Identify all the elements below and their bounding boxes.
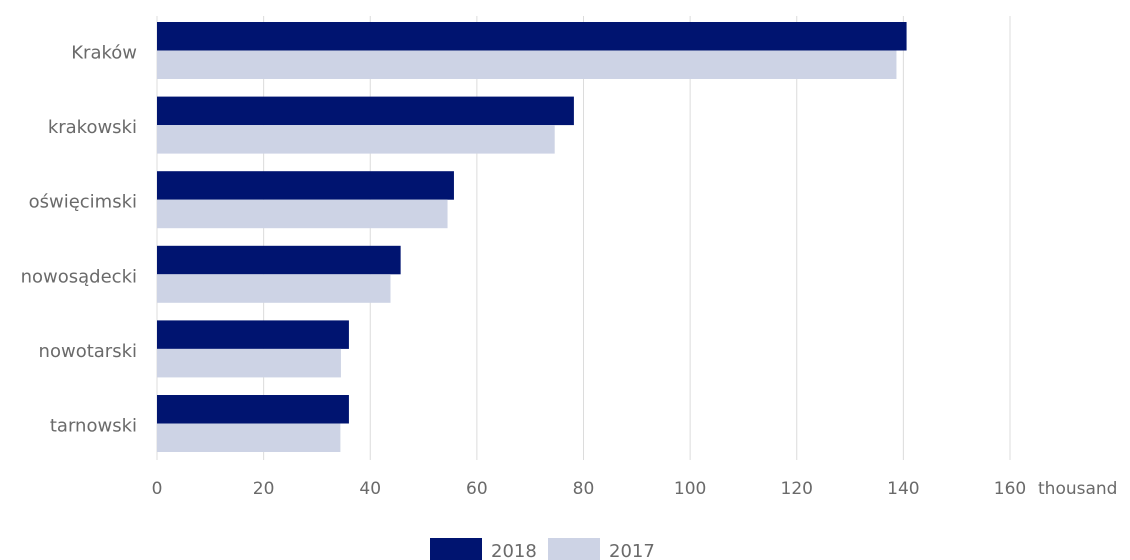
bar-2017-2 [157, 199, 448, 229]
bar-2018-0 [157, 22, 907, 51]
category-label-3: nowosądecki [21, 266, 137, 287]
bar-2018-3 [157, 245, 401, 275]
legend: 2018 2017 [430, 538, 655, 560]
x-tick-label-80: 80 [573, 479, 595, 499]
bar-2017-3 [157, 274, 391, 303]
legend-label-2017: 2017 [609, 541, 655, 560]
bars [157, 22, 907, 452]
bar-2018-5 [157, 395, 349, 424]
bar-2017-1 [157, 125, 555, 154]
category-labels: Kraków krakowski oświęcimski nowosądecki now… [21, 43, 137, 437]
legend-swatch-2017 [548, 538, 600, 560]
x-tick-label-40: 40 [359, 479, 381, 499]
bar-2018-4 [157, 320, 349, 349]
bar-2018-2 [157, 171, 454, 200]
category-label-2: oświęcimski [29, 192, 137, 213]
x-tick-label-160: 160 [994, 479, 1026, 499]
x-tick-label-0: 0 [152, 479, 163, 499]
x-tick-label-120: 120 [781, 479, 813, 499]
bar-2017-5 [157, 423, 341, 452]
x-axis-tick-labels: 0 20 40 60 80 100 120 140 160 [152, 479, 1027, 499]
category-label-1: krakowski [48, 117, 137, 138]
bar-2018-1 [157, 96, 574, 126]
category-label-4: nowotarski [39, 341, 137, 362]
category-label-0: Kraków [71, 43, 137, 64]
x-tick-label-140: 140 [887, 479, 919, 499]
x-tick-label-100: 100 [674, 479, 706, 499]
x-tick-label-60: 60 [466, 479, 488, 499]
legend-swatch-2018 [430, 538, 482, 560]
bar-2017-0 [157, 50, 897, 79]
legend-label-2018: 2018 [491, 541, 537, 560]
x-axis-unit-label: thousand [1038, 479, 1117, 499]
category-label-5: tarnowski [50, 416, 137, 437]
x-tick-label-20: 20 [253, 479, 275, 499]
grid-lines [156, 16, 1011, 460]
bar-2017-4 [157, 348, 341, 378]
